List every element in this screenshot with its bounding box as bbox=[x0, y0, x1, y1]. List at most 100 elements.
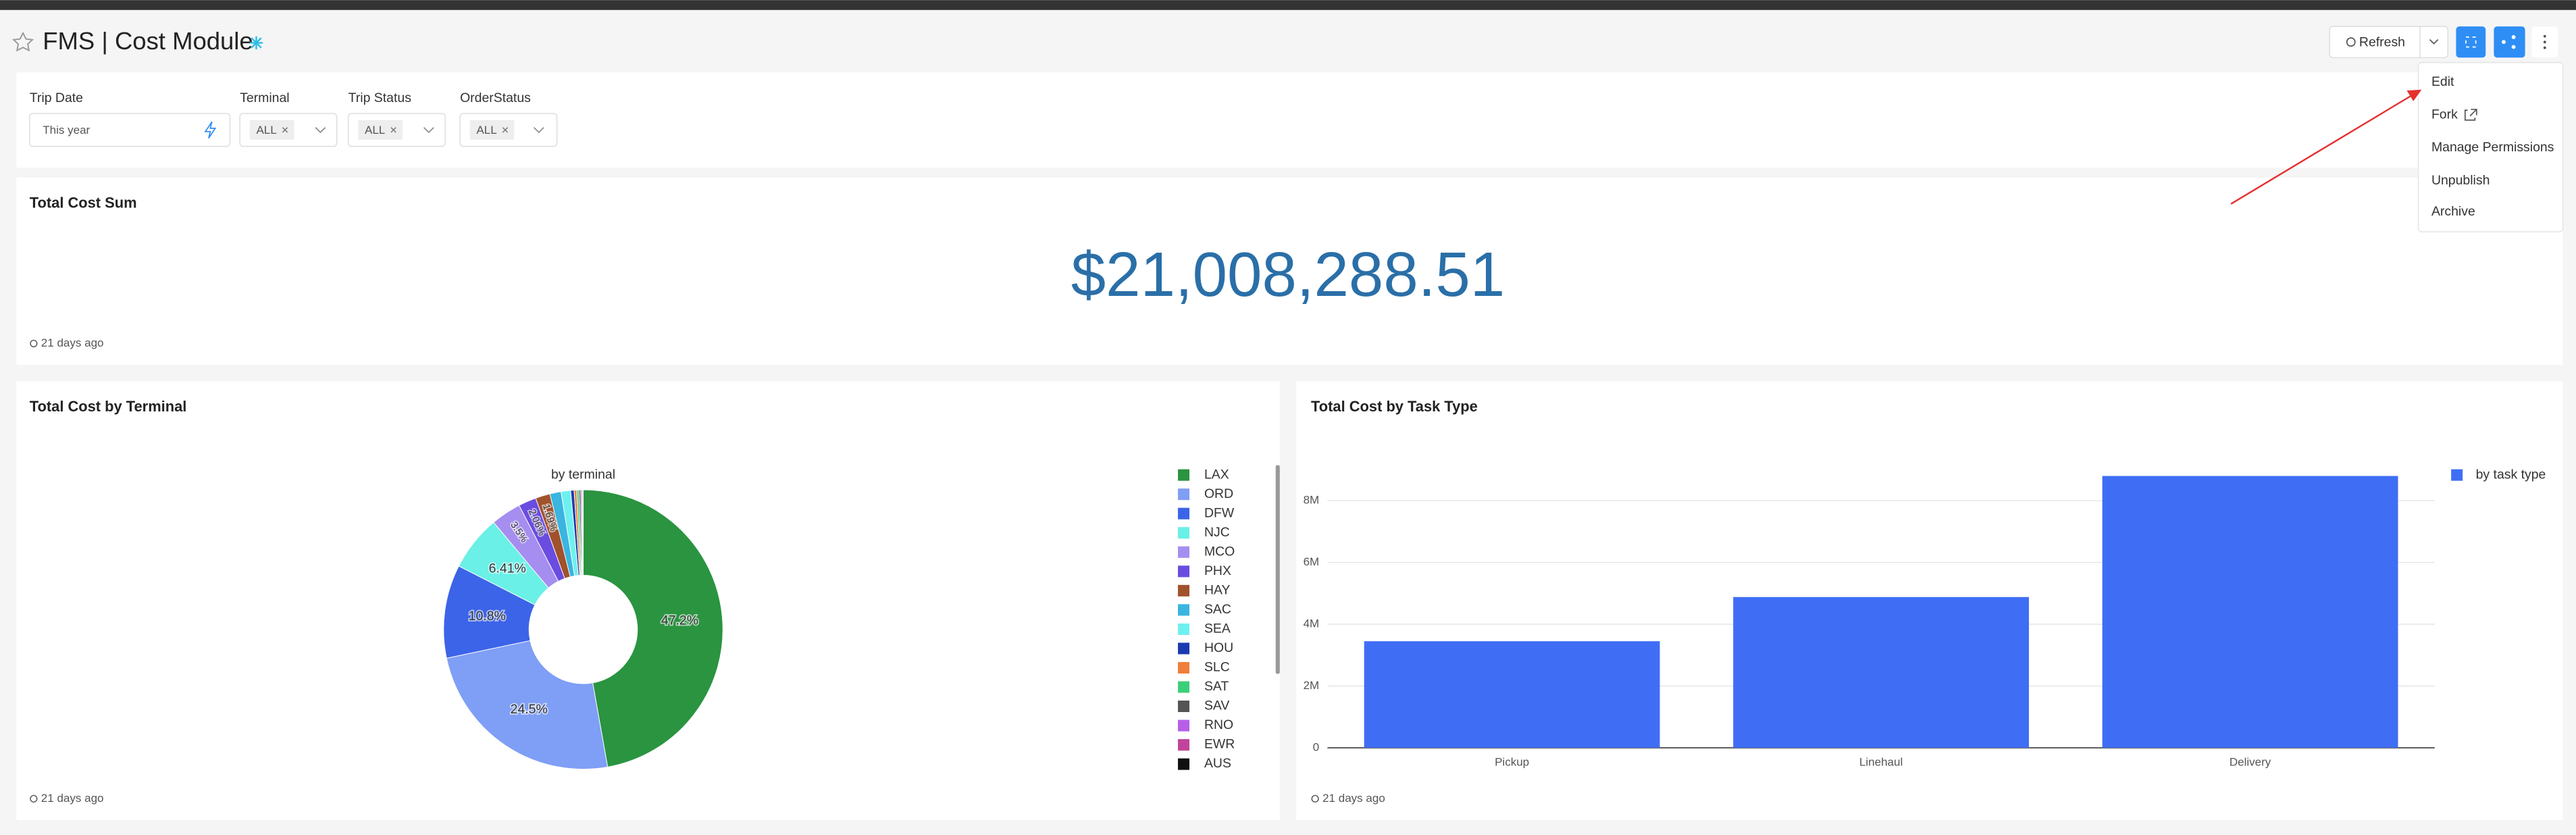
footnote: 21 days ago bbox=[41, 792, 104, 805]
big-number: $21,008,288.51 bbox=[1071, 239, 1505, 309]
dropdown-menu bbox=[2417, 61, 2564, 232]
external-link-icon bbox=[2464, 109, 2477, 121]
menu-item[interactable]: Unpublish bbox=[2431, 173, 2490, 188]
legend-label: SAT bbox=[1204, 679, 1229, 694]
bar bbox=[1733, 597, 2030, 748]
legend-swatch bbox=[1178, 507, 1190, 520]
filter-value: ALL bbox=[365, 124, 385, 136]
menu-item[interactable]: Fork bbox=[2431, 107, 2458, 122]
chevron bbox=[315, 127, 326, 134]
legend-swatch bbox=[1178, 546, 1190, 558]
fullscreen-icon bbox=[2465, 36, 2477, 48]
footnote: 21 days ago bbox=[1322, 792, 1385, 805]
big-number-card bbox=[16, 177, 2563, 365]
slice-label: 10.8% bbox=[469, 609, 506, 624]
legend-swatch bbox=[1178, 719, 1190, 732]
legend-label: SLC bbox=[1204, 660, 1230, 675]
pie-slice bbox=[583, 489, 723, 767]
menu-item[interactable]: Archive bbox=[2431, 204, 2475, 219]
slice-label: 47.2% bbox=[661, 613, 698, 628]
bar bbox=[2102, 476, 2398, 748]
date-input[interactable] bbox=[29, 113, 231, 147]
refresh-icon bbox=[30, 794, 38, 803]
legend-swatch bbox=[1178, 739, 1190, 751]
card-title: Total Cost Sum bbox=[30, 195, 137, 211]
browser-bar bbox=[0, 0, 2576, 10]
footnote: 21 days ago bbox=[41, 336, 104, 349]
bar bbox=[1364, 641, 1660, 748]
legend-swatch bbox=[1178, 604, 1190, 616]
share-icon bbox=[2502, 34, 2516, 49]
chevron bbox=[423, 127, 434, 134]
legend-label: AUS bbox=[1204, 756, 1231, 771]
legend-swatch bbox=[1178, 642, 1190, 655]
legend-swatch bbox=[1178, 527, 1190, 539]
legend-label: HAY bbox=[1204, 582, 1231, 597]
x-tick-label: Linehaul bbox=[1859, 755, 1903, 768]
legend-label: MCO bbox=[1204, 544, 1235, 559]
tag bbox=[249, 120, 294, 140]
arrow-head bbox=[2406, 89, 2422, 101]
tag-remove[interactable] bbox=[282, 127, 288, 133]
favorite-star[interactable] bbox=[12, 31, 34, 52]
menu-item[interactable]: Edit bbox=[2431, 74, 2454, 89]
filter-label: Trip Date bbox=[30, 91, 83, 105]
legend-scrollbar[interactable] bbox=[1275, 465, 1280, 674]
filter-label: Terminal bbox=[240, 91, 289, 105]
legend-swatch bbox=[1178, 758, 1190, 770]
y-tick-label: 4M bbox=[1304, 617, 1320, 630]
filter-value: ALL bbox=[256, 124, 276, 136]
refresh-icon bbox=[1311, 794, 1319, 803]
filter-label: Trip Status bbox=[349, 91, 412, 105]
refresh-icon bbox=[2346, 37, 2356, 47]
chart-subtitle: by terminal bbox=[551, 467, 615, 482]
refresh-icon bbox=[30, 339, 38, 348]
refresh-options[interactable] bbox=[2429, 39, 2439, 45]
y-tick-label: 0 bbox=[1313, 740, 1319, 753]
legend-label: EWR bbox=[1204, 737, 1235, 752]
legend-label: SAV bbox=[1204, 699, 1229, 713]
menu-item[interactable]: Manage Permissions bbox=[2431, 140, 2554, 155]
legend-swatch bbox=[1178, 488, 1190, 501]
slice-label: 24.5% bbox=[511, 702, 548, 717]
refresh-label[interactable]: Refresh bbox=[2359, 35, 2405, 50]
legend-swatch bbox=[1178, 681, 1190, 693]
legend-swatch bbox=[1178, 623, 1190, 635]
more-icon bbox=[2543, 34, 2546, 49]
legend-swatch bbox=[1178, 701, 1190, 713]
legend-swatch bbox=[2451, 469, 2463, 481]
legend-label: by task type bbox=[2476, 467, 2546, 482]
share-button[interactable] bbox=[2494, 26, 2525, 58]
date-icon bbox=[204, 121, 217, 138]
fullscreen-button[interactable] bbox=[2456, 26, 2486, 58]
dashboard-title: FMS | Cost Module bbox=[43, 27, 253, 55]
card-title: Total Cost by Terminal bbox=[30, 398, 187, 415]
legend-label: RNO bbox=[1204, 717, 1233, 732]
legend-label: DFW bbox=[1204, 505, 1235, 520]
refresh-button[interactable] bbox=[2329, 26, 2449, 59]
tag-remove[interactable] bbox=[390, 127, 396, 133]
y-tick-label: 8M bbox=[1304, 494, 1320, 507]
pie-slice bbox=[446, 640, 609, 770]
tag bbox=[358, 120, 403, 140]
tag bbox=[469, 120, 515, 140]
y-tick-label: 6M bbox=[1304, 555, 1320, 568]
x-tick-label: Pickup bbox=[1495, 755, 1529, 768]
annotation-arrow bbox=[2230, 95, 2413, 205]
legend-label: ORD bbox=[1204, 486, 1233, 501]
legend-swatch bbox=[1178, 584, 1190, 597]
legend-label: SEA bbox=[1204, 622, 1231, 636]
tag-remove[interactable] bbox=[502, 127, 509, 133]
legend-label: SAC bbox=[1204, 602, 1231, 617]
filter-label: OrderStatus bbox=[460, 91, 531, 105]
legend-swatch bbox=[1178, 565, 1190, 578]
legend-label: PHX bbox=[1204, 563, 1231, 578]
chevron bbox=[533, 127, 544, 134]
legend-swatch bbox=[1178, 661, 1190, 674]
card-title: Total Cost by Task Type bbox=[1311, 398, 1478, 415]
slice-label: 6.41% bbox=[489, 561, 526, 576]
legend-swatch bbox=[1178, 469, 1190, 481]
filter-value: This year bbox=[43, 124, 90, 136]
